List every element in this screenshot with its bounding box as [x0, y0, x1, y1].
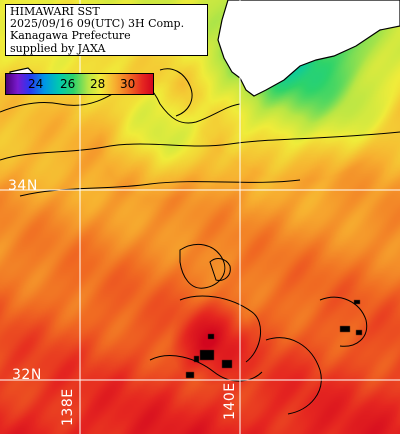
title-box: HIMAWARI SST 2025/09/16 09(UTC) 3H Comp.…: [5, 4, 208, 56]
colorbar: 24 26 28 30: [5, 73, 154, 95]
lon-label-138e: 138E: [60, 388, 76, 426]
lon-label-140e: 140E: [222, 382, 238, 420]
coast-contours: [0, 68, 400, 415]
colorbar-label-26: 26: [60, 77, 76, 91]
title-line-1: HIMAWARI SST: [10, 5, 100, 18]
colorbar-label-28: 28: [90, 77, 106, 91]
colorbar-label-30: 30: [120, 77, 136, 91]
title-line-2: 2025/09/16 09(UTC) 3H Comp.: [10, 17, 185, 31]
lat-label-34n: 34N: [8, 178, 38, 194]
colorbar-label-24: 24: [28, 77, 44, 91]
lat-label-32n: 32N: [12, 367, 42, 383]
land-honshu-north: [217, 0, 400, 97]
title-line-4: supplied by JAXA: [10, 41, 106, 55]
title-line-3: Kanagawa Prefecture: [10, 29, 131, 43]
